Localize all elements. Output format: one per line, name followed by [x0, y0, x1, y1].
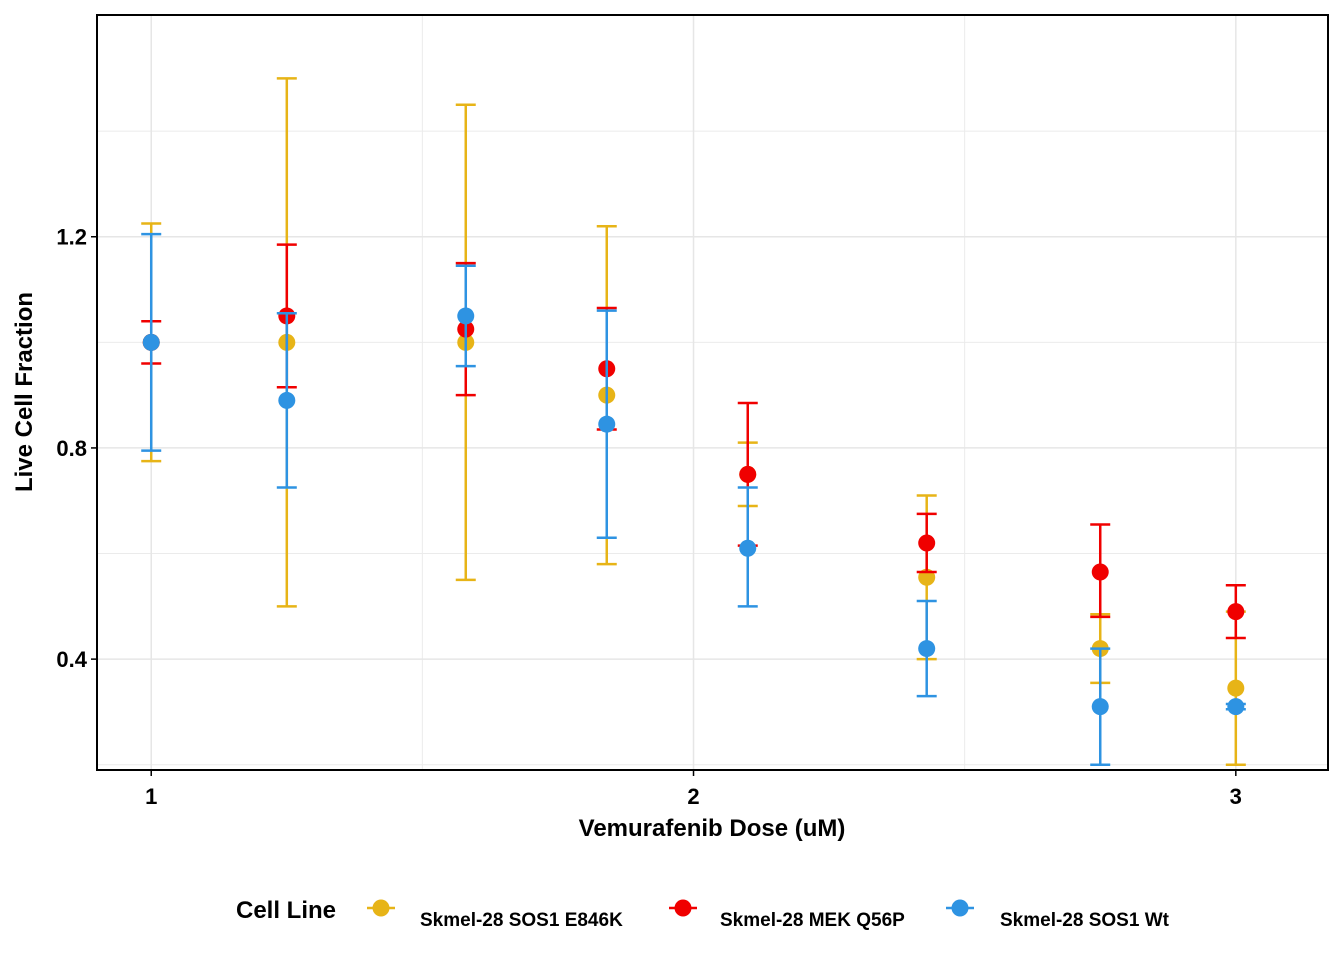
plot-border: [96, 14, 1329, 771]
data-point: [1227, 698, 1245, 716]
data-point: [1227, 603, 1245, 621]
legend-label: Skmel-28 SOS1 E846K: [420, 910, 623, 931]
grid-lines: [97, 15, 1328, 770]
data-point: [739, 465, 757, 483]
x-tick-label: 3: [1230, 784, 1242, 809]
legend-key-point: [372, 899, 390, 917]
data-point: [1091, 698, 1109, 716]
data-point: [1091, 563, 1109, 581]
axis-ticks: 0.4 0.8 1.2 1 2 3: [56, 225, 1242, 809]
data-point: [457, 307, 475, 325]
data-point: [739, 539, 757, 557]
legend-item: Skmel-28 SOS1 E846K: [367, 899, 623, 931]
y-tick-label: 0.8: [56, 436, 87, 461]
legend-key-point: [674, 899, 692, 917]
legend-item: Skmel-28 SOS1 Wt: [946, 899, 1170, 931]
data-point: [1227, 679, 1245, 697]
data-point: [142, 333, 160, 351]
legend: Cell Line Skmel-28 SOS1 E846K Skmel-28 ME…: [236, 897, 1170, 931]
series-group: [141, 232, 1246, 766]
x-axis-title: Vemurafenib Dose (uM): [579, 815, 846, 842]
legend-label: Skmel-28 MEK Q56P: [720, 910, 905, 931]
legend-key-point: [951, 899, 969, 917]
x-tick-label: 2: [687, 784, 699, 809]
legend-title: Cell Line: [236, 897, 336, 924]
x-tick-label: 1: [145, 784, 157, 809]
data-point: [598, 415, 616, 433]
data-point: [918, 640, 936, 658]
legend-item: Skmel-28 MEK Q56P: [669, 899, 905, 931]
legend-label: Skmel-28 SOS1 Wt: [1000, 910, 1170, 931]
y-axis-title: Live Cell Fraction: [11, 292, 38, 492]
data-series: [141, 77, 1246, 766]
data-point: [278, 391, 296, 409]
y-tick-label: 1.2: [56, 225, 87, 250]
data-point: [918, 534, 936, 552]
y-tick-label: 0.4: [56, 647, 87, 672]
